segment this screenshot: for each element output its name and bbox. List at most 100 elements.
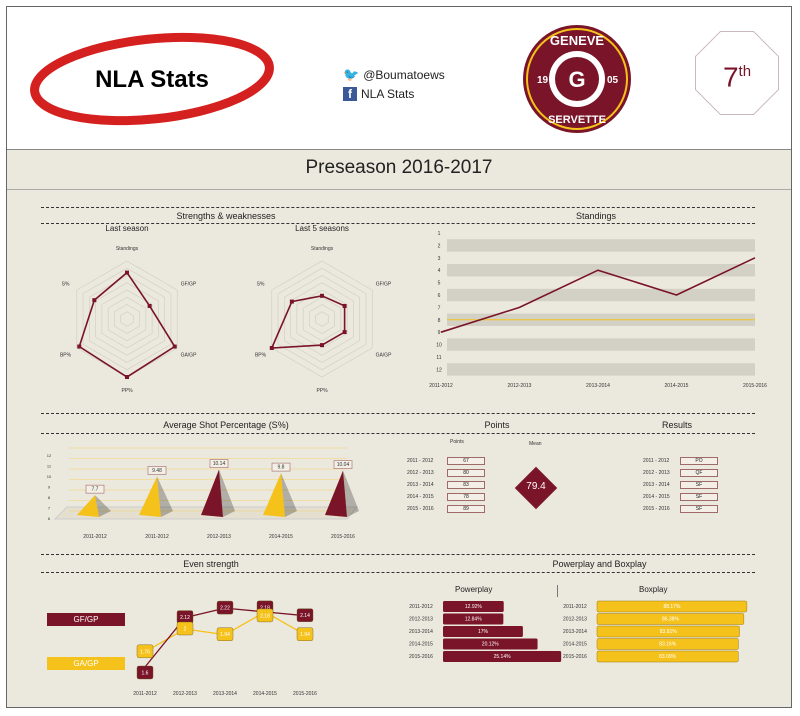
svg-text:SERVETTE: SERVETTE: [548, 114, 606, 126]
standings-x-label: 2013-2014: [586, 383, 610, 389]
standings-band: [447, 288, 755, 302]
points-season: 2013 - 2014: [407, 482, 434, 488]
points-season: 2012 - 2013: [407, 470, 434, 476]
data-label-box: [333, 460, 353, 469]
standings-y-tick: 2: [438, 243, 441, 249]
bar-value-label: 83.16%: [659, 642, 677, 648]
points-season: 2014 - 2015: [407, 494, 434, 500]
points-title: Points: [484, 420, 510, 430]
radar-grid: [284, 275, 360, 363]
standings-x-label: 2014-2015: [665, 383, 689, 389]
pp-bp-divider: [557, 585, 558, 597]
points-season: 2015 - 2016: [407, 506, 434, 512]
data-label: 10.04: [337, 462, 350, 468]
radar-axis-label: S%: [62, 282, 70, 288]
bar-value-label: 20.12%: [482, 642, 500, 648]
results-value: QF: [680, 469, 718, 477]
radar-grid: [315, 311, 329, 327]
standings-band: [447, 363, 755, 376]
results-value: SF: [680, 481, 718, 489]
rank-badge: 7th: [695, 31, 779, 115]
bar-category: 2015-2016: [409, 654, 433, 660]
es-point: [216, 627, 234, 641]
standings-y-tick: 6: [438, 293, 441, 299]
data-label-box: [85, 484, 105, 494]
es-point: [176, 621, 194, 636]
radar-axis-label: GF/GP: [376, 282, 392, 288]
results-season: 2012 - 2013: [643, 470, 670, 476]
divider: [41, 413, 755, 414]
svg-text:05: 05: [607, 75, 619, 86]
twitter-link[interactable]: 🐦 @Boumatoews: [343, 67, 445, 83]
es-point: [256, 608, 274, 623]
nla-stats-logo: NLA Stats: [30, 32, 274, 126]
title-divider: [7, 189, 791, 190]
mean-value: 79.4: [526, 481, 546, 492]
radar-axis-label: PP%: [121, 388, 133, 394]
bar-category: 2015-2016: [563, 654, 587, 660]
radar-series: [78, 271, 176, 378]
es-value-label: 1.94: [220, 632, 230, 638]
standings-band: [447, 338, 755, 351]
radar-axis-label: BP%: [255, 353, 267, 359]
rank-value: 7: [722, 61, 739, 93]
bar-category: 2012-2013: [563, 617, 587, 623]
results-season: 2014 - 2015: [643, 494, 670, 500]
standings-band: [447, 239, 755, 252]
radar-point: [342, 303, 347, 308]
pp-bp-title: Powerplay and Boxplay: [552, 559, 647, 569]
radar-grid: [302, 296, 342, 342]
legend-ga-gp: GA/GP: [47, 657, 125, 670]
radar-point: [172, 344, 177, 349]
radar-point: [147, 303, 152, 308]
x-label: 2011-2012: [145, 534, 169, 540]
logo-text: NLA Stats: [95, 66, 209, 93]
data-label-box: [271, 462, 291, 472]
x-label: 2014-2015: [269, 534, 293, 540]
standings-band: [447, 264, 755, 277]
data-label: 7.7: [92, 487, 99, 493]
es-value-label: 2.22: [220, 606, 230, 612]
radar-grid: [296, 289, 348, 349]
points-value: 89: [447, 505, 485, 513]
radar-grid: [309, 304, 335, 334]
header: NLA Stats 🐦 @Boumatoews f NLA Stats G GENE…: [7, 7, 791, 150]
pyramid-bar: [325, 470, 347, 517]
radar-point: [320, 343, 324, 348]
es-x-label: 2015-2016: [293, 691, 317, 697]
bar: [443, 651, 562, 662]
radar-point: [125, 375, 129, 379]
facebook-icon: f: [343, 87, 357, 101]
radar-grid: [120, 311, 134, 327]
standings-y-tick: 12: [436, 367, 442, 373]
team-logo: G GENEVE SERVETTE 19 05: [523, 25, 631, 133]
divider: [41, 223, 755, 224]
es-value-label: 2: [184, 627, 187, 633]
bar-category: 2011-2012: [563, 604, 587, 610]
bar-category: 2012-2013: [409, 617, 433, 623]
standings-x-label: 2015-2016: [743, 383, 767, 389]
boxplay-title: Boxplay: [639, 585, 668, 594]
pyramid-side: [95, 495, 111, 517]
bar: [596, 650, 739, 663]
bar-category: 2014-2015: [563, 642, 587, 648]
y-tick: 12: [47, 453, 52, 458]
rank-suffix: th: [738, 63, 752, 80]
standings-y-tick: 5: [438, 281, 441, 287]
radar-title: Last 5 seasons: [295, 224, 349, 233]
es-value-label: 2.18: [260, 613, 270, 619]
bar-value-label: 83.81%: [660, 629, 678, 635]
divider: [41, 554, 755, 555]
results-value: PO: [680, 457, 718, 465]
standings-y-tick: 11: [436, 355, 441, 361]
standings-title: Standings: [575, 211, 617, 221]
legend-gf-gp: GF/GP: [47, 613, 125, 626]
results-season: 2013 - 2014: [643, 482, 670, 488]
es-x-label: 2014-2015: [253, 691, 277, 697]
bar: [443, 601, 504, 612]
points-season: 2011 - 2012: [407, 458, 434, 464]
even-strength-title: Even strength: [183, 559, 239, 569]
radar-grid: [82, 267, 172, 371]
facebook-link[interactable]: f NLA Stats: [343, 87, 414, 101]
y-tick: 9: [48, 485, 51, 490]
